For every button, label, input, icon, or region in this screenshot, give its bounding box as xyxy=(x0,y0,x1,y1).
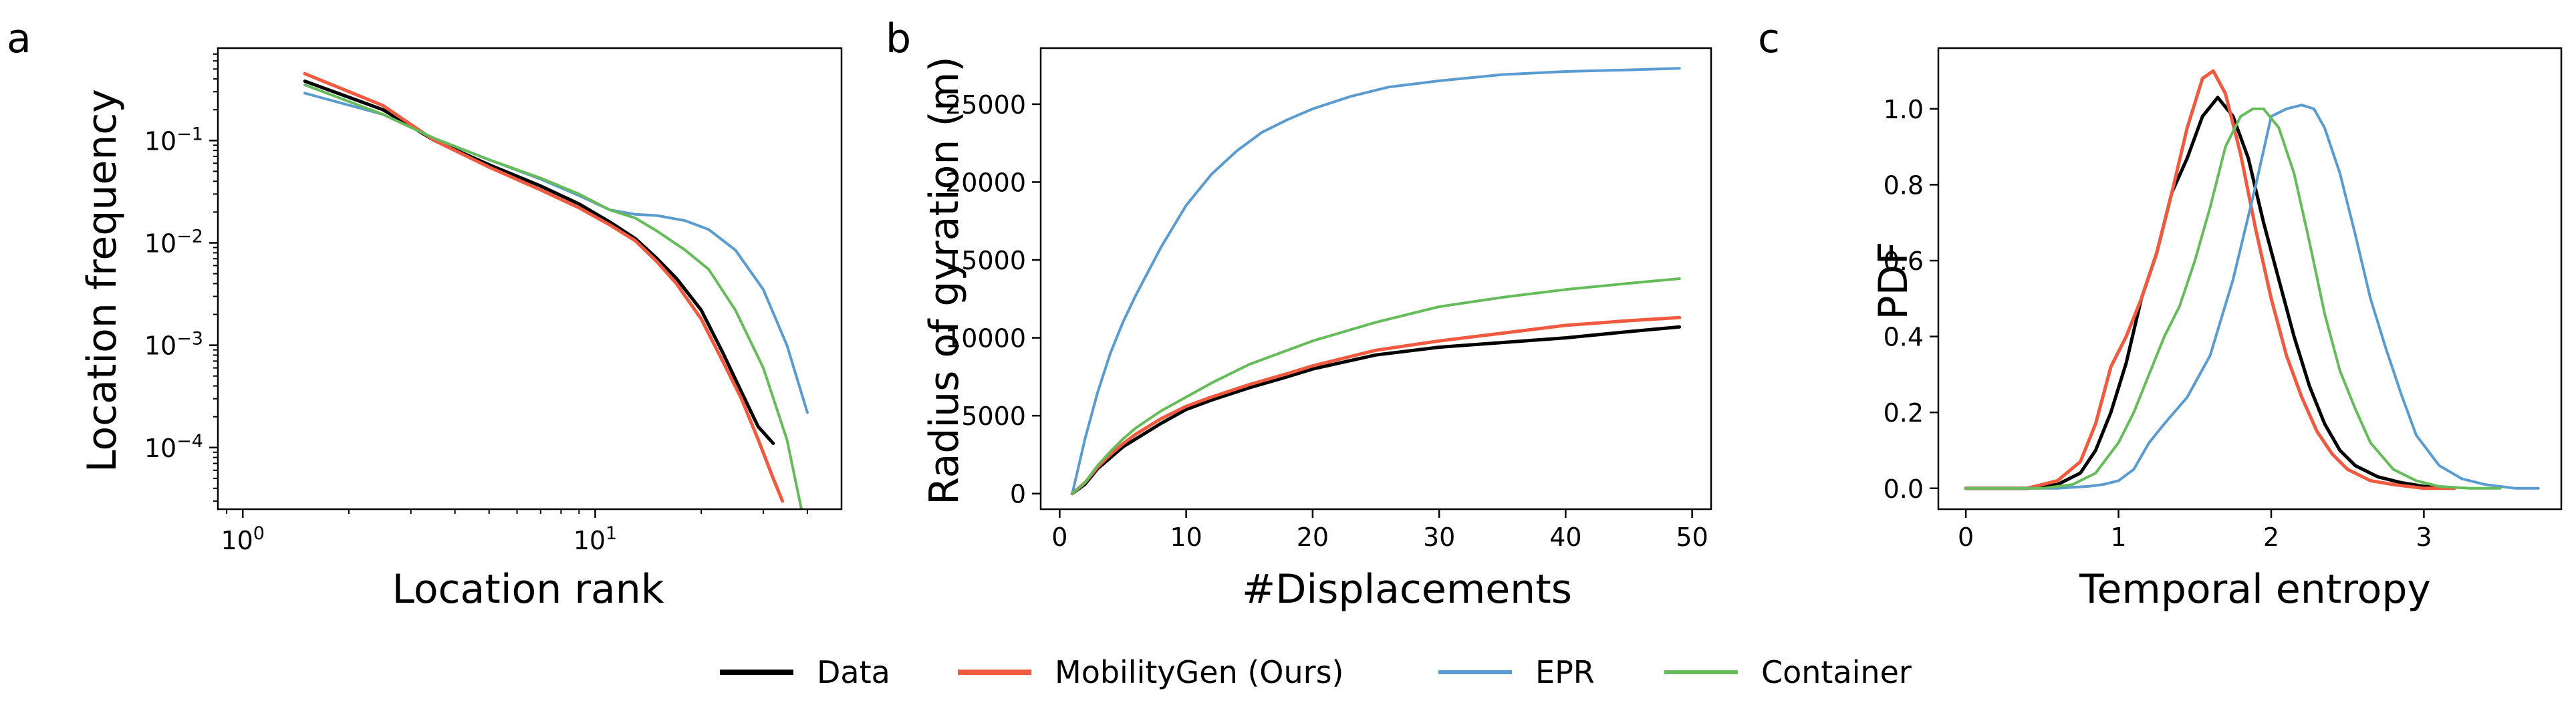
panel-c-y-tick-label: 0.0 xyxy=(1884,474,1924,504)
panel-a-xlabel: Location rank xyxy=(392,566,664,613)
panel-b-y-tick-label: 5000 xyxy=(961,402,1026,431)
panel-b-y-tick-label: 0 xyxy=(1010,480,1026,509)
panel-a-label: a xyxy=(7,15,31,62)
panel-c: c Temporal entropy PDF 0 1 2 3 0.0 0.2 0.4 0.6 0… xyxy=(1758,15,2563,613)
panel-b-ylabel: Radius of gyration (m) xyxy=(921,56,968,504)
panel-c-y-tick-label: 0.6 xyxy=(1884,247,1924,276)
panel-c-label: c xyxy=(1758,15,1780,62)
panel-c-xlabel: Temporal entropy xyxy=(2079,566,2431,613)
panel-b-xlabel: #Displacements xyxy=(1242,566,1572,613)
panel-a-series-mobilitygen xyxy=(303,71,785,503)
panel-b-series-container xyxy=(1071,277,1681,495)
panel-a: a Location rank Location frequency 100 10… xyxy=(7,15,843,613)
panel-b-series-data xyxy=(1070,325,1682,496)
panel-a-y-tick-label: 10−4 xyxy=(144,431,203,463)
panel-c-x-tick-label: 3 xyxy=(2416,523,2432,552)
panel-c-y-tick-label: 0.8 xyxy=(1884,170,1924,200)
panel-b-plot-frame xyxy=(1039,47,1712,511)
legend-label-epr: EPR xyxy=(1535,654,1595,690)
legend-label-mobilitygen: MobilityGen (Ours) xyxy=(1055,654,1344,690)
legend-label-data: Data xyxy=(817,654,890,690)
panel-b-label: b xyxy=(886,15,911,62)
panel-c-x-tick-label: 2 xyxy=(2263,523,2279,552)
panel-c-plot-frame xyxy=(1937,47,2563,511)
panel-c-x-tick-label: 1 xyxy=(2110,523,2126,552)
panel-a-series-container xyxy=(303,84,803,509)
panel-b-x-tick-label: 30 xyxy=(1423,523,1455,552)
panel-b-y-tick-label: 15000 xyxy=(945,246,1026,275)
legend: Data MobilityGen (Ours) EPR Container xyxy=(720,654,1912,690)
panel-c-y-tick-label: 0.4 xyxy=(1884,323,1924,352)
legend-label-container: Container xyxy=(1761,654,1912,690)
panel-b-x-tick-label: 20 xyxy=(1297,523,1329,552)
panel-c-series-mobilitygen xyxy=(1964,69,2456,490)
panel-c-series-container xyxy=(1964,107,2502,490)
panel-a-y-tick-label: 10−3 xyxy=(144,329,203,361)
panel-b-y-tick-label: 20000 xyxy=(945,168,1026,197)
panel-a-plot-frame xyxy=(217,47,843,511)
panel-b-series-group xyxy=(1070,67,1682,496)
panel-b: b #Displacements Radius of gyration (m) … xyxy=(886,15,1712,613)
panel-c-series-data xyxy=(1964,96,2456,490)
panel-a-y-tick-label: 10−2 xyxy=(144,226,203,258)
panel-a-series-group xyxy=(303,71,809,509)
panel-b-y-tick-label: 25000 xyxy=(945,90,1026,120)
panel-b-series-mobilitygen xyxy=(1070,315,1682,496)
panel-c-ylabel: PDF xyxy=(1870,242,1917,320)
panel-c-series-group xyxy=(1964,69,2540,490)
panel-c-y-tick-label: 0.2 xyxy=(1884,398,1924,428)
panel-c-series-epr xyxy=(1964,104,2540,490)
panel-c-y-tick-label: 1.0 xyxy=(1884,95,1924,124)
panel-b-x-tick-label: 50 xyxy=(1676,523,1708,552)
panel-a-x-tick-label: 101 xyxy=(573,523,618,555)
panel-b-y-tick-label: 10000 xyxy=(945,324,1026,353)
panel-b-x-tick-label: 40 xyxy=(1549,523,1581,552)
panel-b-series-epr xyxy=(1071,67,1681,495)
panel-b-x-tick-label: 10 xyxy=(1170,523,1202,552)
panel-a-ylabel: Location frequency xyxy=(79,89,126,472)
panel-c-x-tick-label: 0 xyxy=(1958,523,1974,552)
panel-a-x-tick-label: 100 xyxy=(221,523,265,555)
panel-b-x-tick-label: 0 xyxy=(1051,523,1067,552)
panel-a-y-tick-label: 10−1 xyxy=(144,124,203,156)
